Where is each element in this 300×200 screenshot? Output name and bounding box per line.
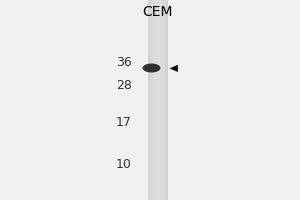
- Text: CEM: CEM: [142, 5, 173, 19]
- Text: 17: 17: [116, 116, 132, 129]
- Text: 10: 10: [116, 158, 132, 171]
- Text: 36: 36: [116, 56, 132, 70]
- Text: 28: 28: [116, 79, 132, 92]
- Bar: [148, 0, 167, 200]
- Polygon shape: [169, 65, 178, 72]
- Ellipse shape: [142, 64, 160, 72]
